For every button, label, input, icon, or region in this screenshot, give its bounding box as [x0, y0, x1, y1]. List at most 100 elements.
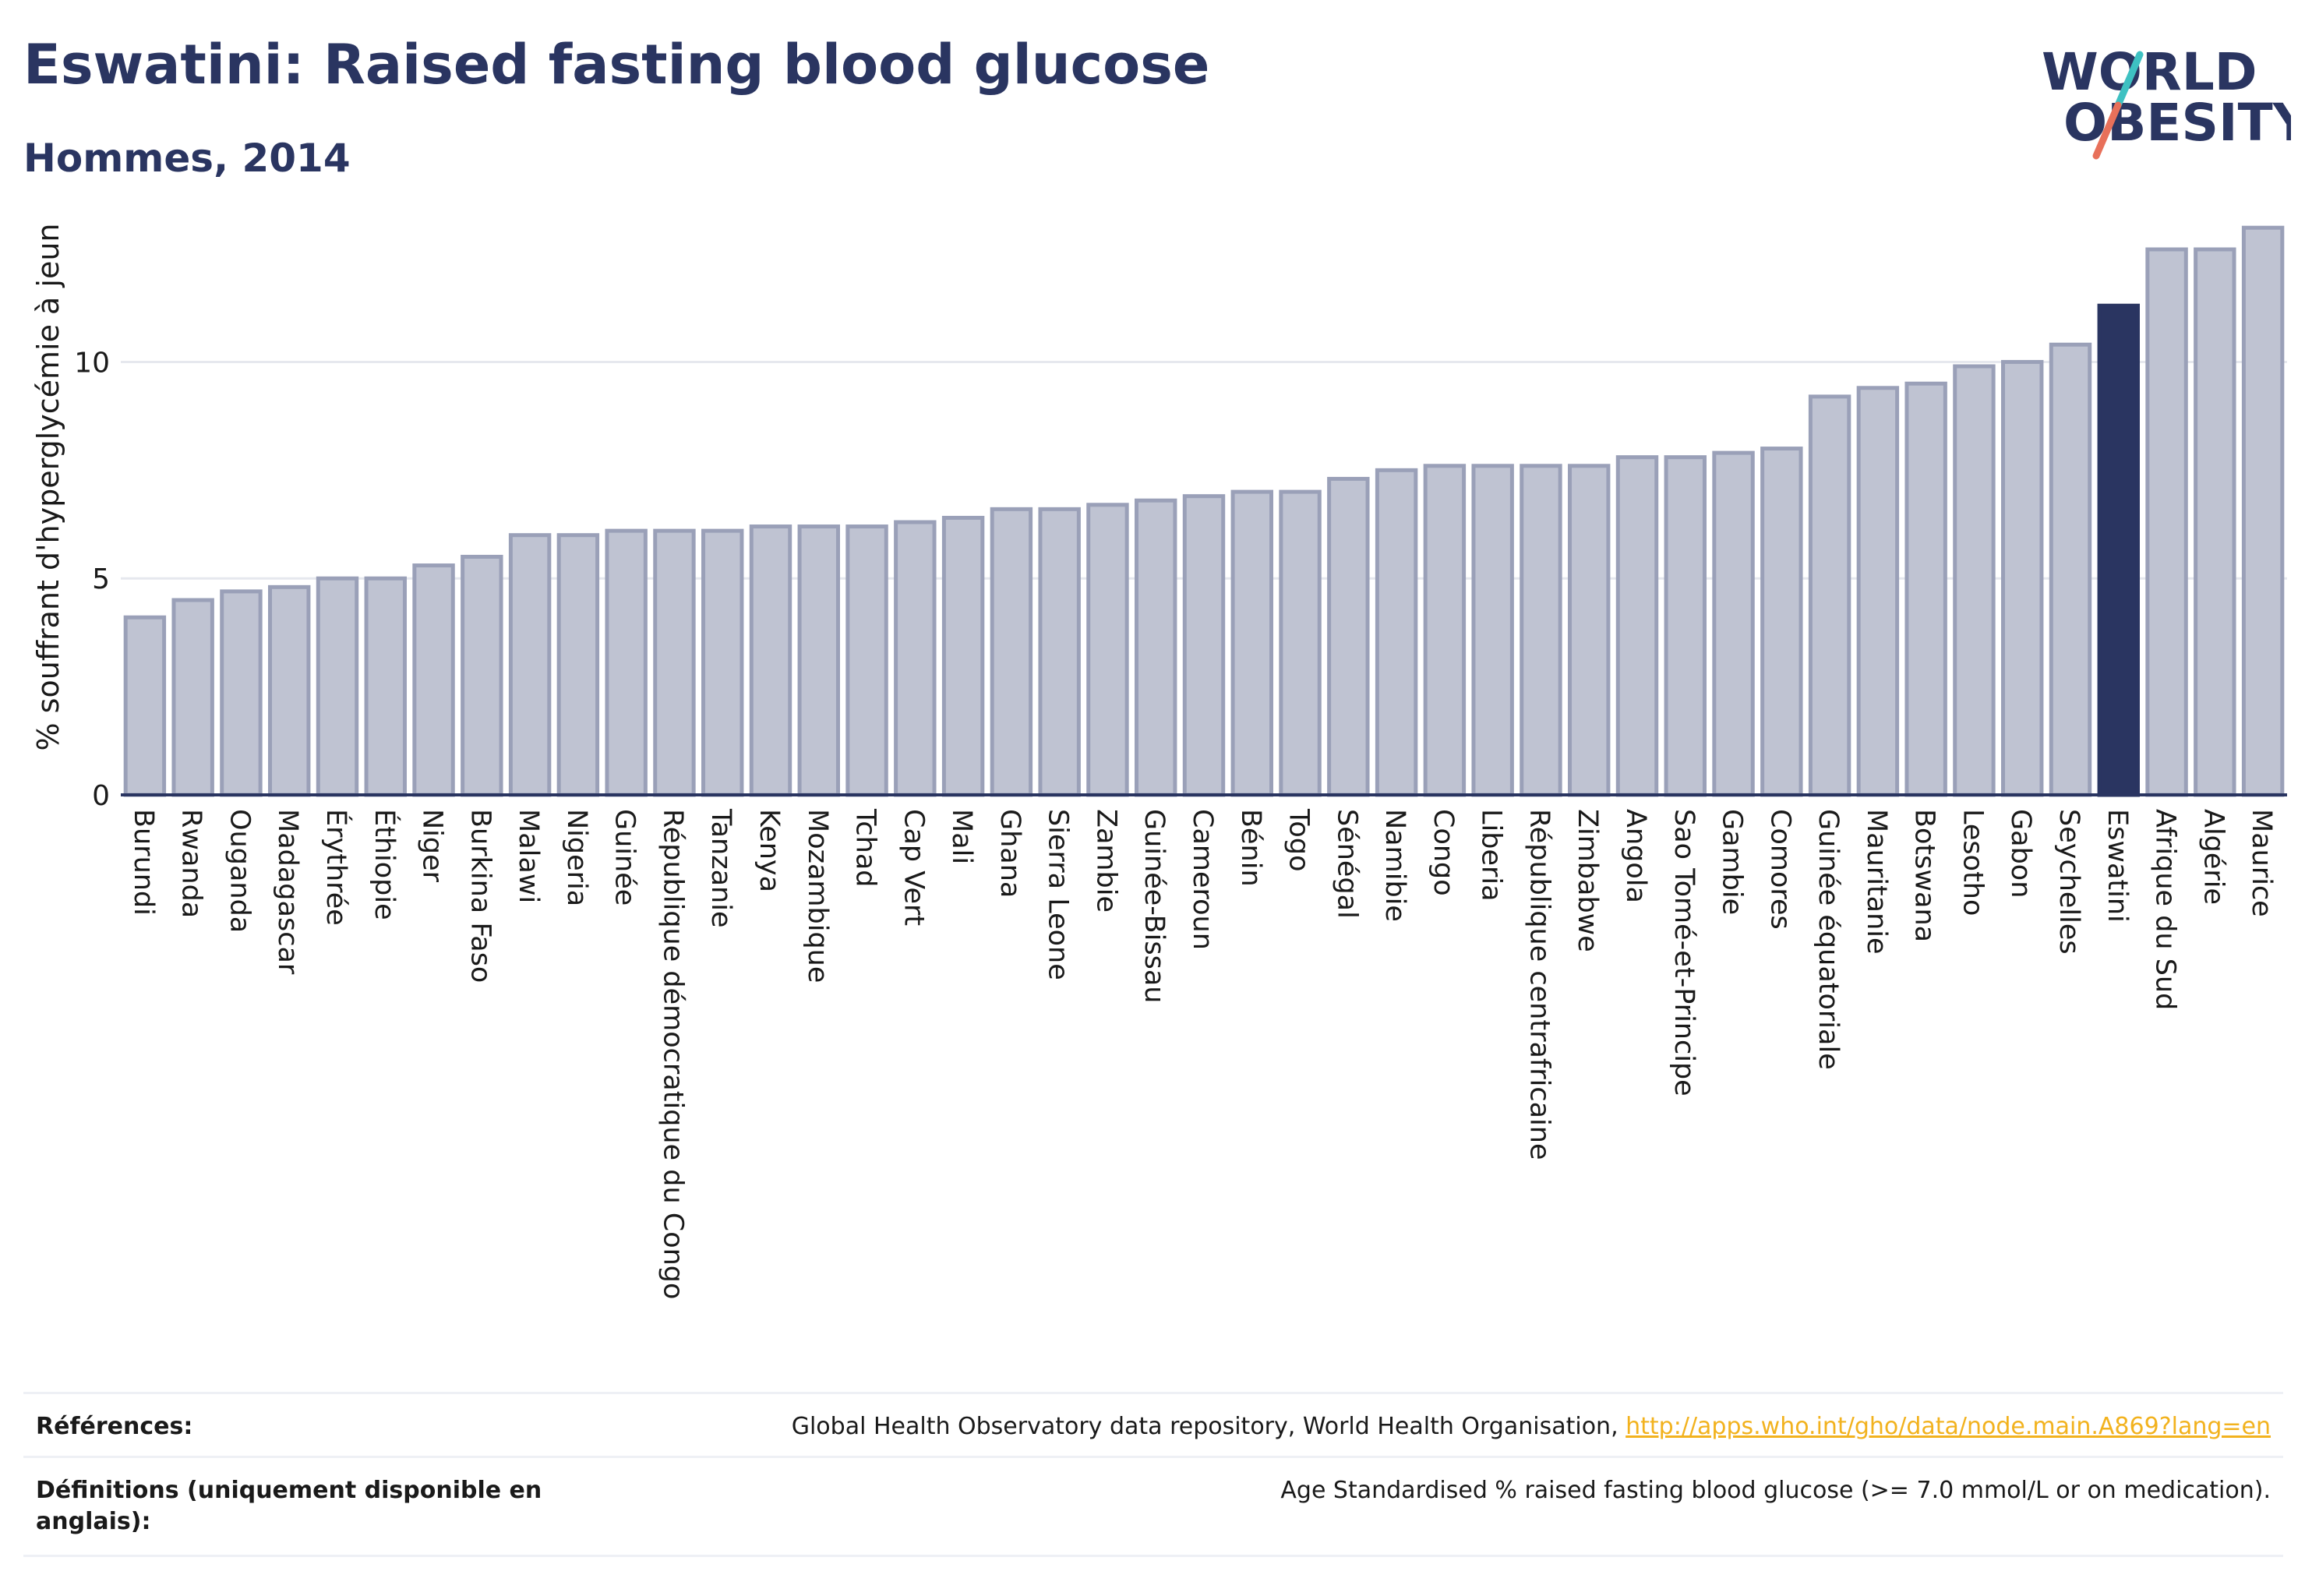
bar-b-nin: [1230, 489, 1273, 797]
x-tick-label: Lesotho: [1957, 809, 1988, 916]
bars: [123, 225, 2285, 797]
bar-rwanda: [171, 598, 214, 797]
x-tick-label: République centrafricaine: [1523, 809, 1555, 1160]
x-tick-label: Eswatini: [2102, 809, 2133, 923]
bar-madagascar: [268, 584, 311, 797]
x-tick-label: Niger: [417, 809, 448, 883]
bar-cameroun: [1182, 494, 1226, 797]
y-axis-label: % souffrant d'hyperglycémie à jeun: [31, 223, 65, 750]
x-tick-label: Guinée: [609, 809, 641, 906]
definitions-value: Age Standardised % raised fasting blood …: [1280, 1477, 2271, 1504]
x-tick-label: Liberia: [1476, 809, 1507, 902]
x-tick-label: Éthiopie: [369, 809, 401, 920]
bar-ouganda: [220, 589, 263, 797]
definitions-label: Définitions (uniquement disponible en an…: [36, 1477, 542, 1535]
bar-burundi: [123, 615, 167, 797]
bar-tchad: [845, 524, 888, 797]
x-tick-label: Gabon: [2005, 809, 2036, 898]
references-text: Global Health Observatory data repositor…: [791, 1413, 1626, 1440]
x-tick-label: Ghana: [994, 809, 1025, 898]
chart-title: Eswatini: Raised fasting blood glucose: [23, 33, 1210, 97]
bar-malawi: [508, 533, 552, 797]
x-tick-label: République démocratique du Congo: [657, 809, 688, 1299]
x-tick-label: Tanzanie: [705, 808, 736, 927]
x-tick-label: Madagascar: [272, 809, 303, 975]
bar-seychelles: [2049, 342, 2092, 797]
bar-gambie: [1712, 450, 1755, 797]
x-tick-label: Togo: [1283, 808, 1315, 871]
bar-alg-rie: [2194, 247, 2236, 797]
x-tick-label: Algérie: [2197, 809, 2229, 905]
bar-sao-tom-et-principe: [1664, 455, 1707, 797]
x-tick-label: Ouganda: [224, 809, 255, 933]
x-tick-label: Cameroun: [1187, 809, 1218, 950]
world-obesity-logo: WORLD OBESITY: [2042, 42, 2291, 160]
bar-zambie: [1086, 503, 1129, 797]
bar-togo: [1279, 489, 1322, 797]
references-row: Références: Global Health Observatory da…: [23, 1392, 2283, 1458]
bar-kenya: [749, 524, 792, 797]
bar-eswatini: [2097, 303, 2140, 797]
references-link[interactable]: http://apps.who.int/gho/data/node.main.A…: [1626, 1413, 2271, 1440]
bar-s-n-gal: [1327, 476, 1370, 797]
x-tick-label: Rwanda: [176, 809, 207, 918]
x-tick-label: Cap Vert: [898, 809, 929, 926]
references-value: Global Health Observatory data repositor…: [792, 1411, 2271, 1442]
x-tick-label: Mali: [946, 809, 977, 864]
x-tick-label: Afrique du Sud: [2150, 809, 2181, 1010]
references-label: Références:: [36, 1413, 193, 1440]
x-tick-label: Érythrée: [320, 809, 353, 926]
x-tick-label: Burundi: [128, 809, 159, 916]
x-tick-label: Guinée équatoriale: [1813, 809, 1844, 1070]
x-tick-label: Comores: [1764, 809, 1795, 930]
logo-slash-coral: [2092, 101, 2122, 160]
bar-mauritanie: [1856, 386, 1900, 797]
y-tick-label: 0: [92, 780, 110, 812]
logo-slash-teal: [2114, 51, 2144, 109]
bar-congo: [1423, 464, 1467, 797]
x-tick-label: Mozambique: [802, 809, 833, 983]
x-tick-label: Sao Tomé-et-Principe: [1668, 809, 1700, 1096]
bar-burkina-faso: [461, 554, 503, 797]
x-tick-label: Mauritanie: [1861, 809, 1892, 955]
bar-namibie: [1375, 468, 1418, 797]
bar-sierra-leone: [1038, 507, 1081, 797]
bar-maurice: [2241, 225, 2285, 797]
x-tick-label: Gambie: [1717, 809, 1748, 915]
bar-zimbabwe: [1568, 464, 1611, 797]
bar-ghana: [990, 507, 1033, 797]
x-tick-label: Angola: [1620, 809, 1651, 903]
bar-tanzanie: [701, 528, 744, 797]
x-tick-label: Zimbabwe: [1572, 809, 1603, 952]
bar-guin-e: [605, 528, 648, 797]
bar-niger: [412, 563, 455, 797]
x-tick-label: Congo: [1428, 809, 1459, 896]
x-tick-label: Sénégal: [1331, 809, 1362, 919]
bar-botswana: [1904, 381, 1947, 797]
bar-r-publique-d-mocratique-du-congo: [653, 528, 696, 797]
x-tick-label: Namibie: [1379, 809, 1410, 922]
bar-angola: [1615, 455, 1659, 797]
x-tick-label: Zambie: [1090, 809, 1121, 913]
x-tick-label: Guinée-Bissau: [1138, 809, 1170, 1004]
y-tick-label: 10: [74, 347, 110, 379]
bar--rythr-e: [316, 576, 359, 797]
bar-gabon: [2001, 359, 2044, 797]
bar-guin-e-quatoriale: [1808, 394, 1851, 797]
bar-cap-vert: [894, 520, 937, 797]
bar-guin-e-bissau: [1135, 498, 1177, 797]
bar-lesotho: [1953, 364, 1996, 797]
bar-mali: [941, 515, 985, 797]
x-tick-label: Burkina Faso: [464, 809, 496, 983]
x-tick-label: Maurice: [2246, 809, 2277, 917]
x-tick-label: Tchad: [850, 808, 881, 888]
x-tick-label: Bénin: [1235, 809, 1266, 887]
logo-text-world: WORLD: [2042, 42, 2257, 102]
x-tick-label: Malawi: [513, 809, 544, 903]
x-tick-label: Seychelles: [2053, 809, 2084, 955]
chart-subtitle: Hommes, 2014: [23, 136, 351, 181]
y-tick-label: 5: [92, 563, 110, 595]
bar-chart: 0 5 10 Burundi Rwanda Ouganda Madagascar Éryth…: [31, 223, 2287, 1299]
x-tick-label: Nigeria: [561, 809, 592, 906]
x-tick-label: Sierra Leone: [1043, 809, 1074, 980]
